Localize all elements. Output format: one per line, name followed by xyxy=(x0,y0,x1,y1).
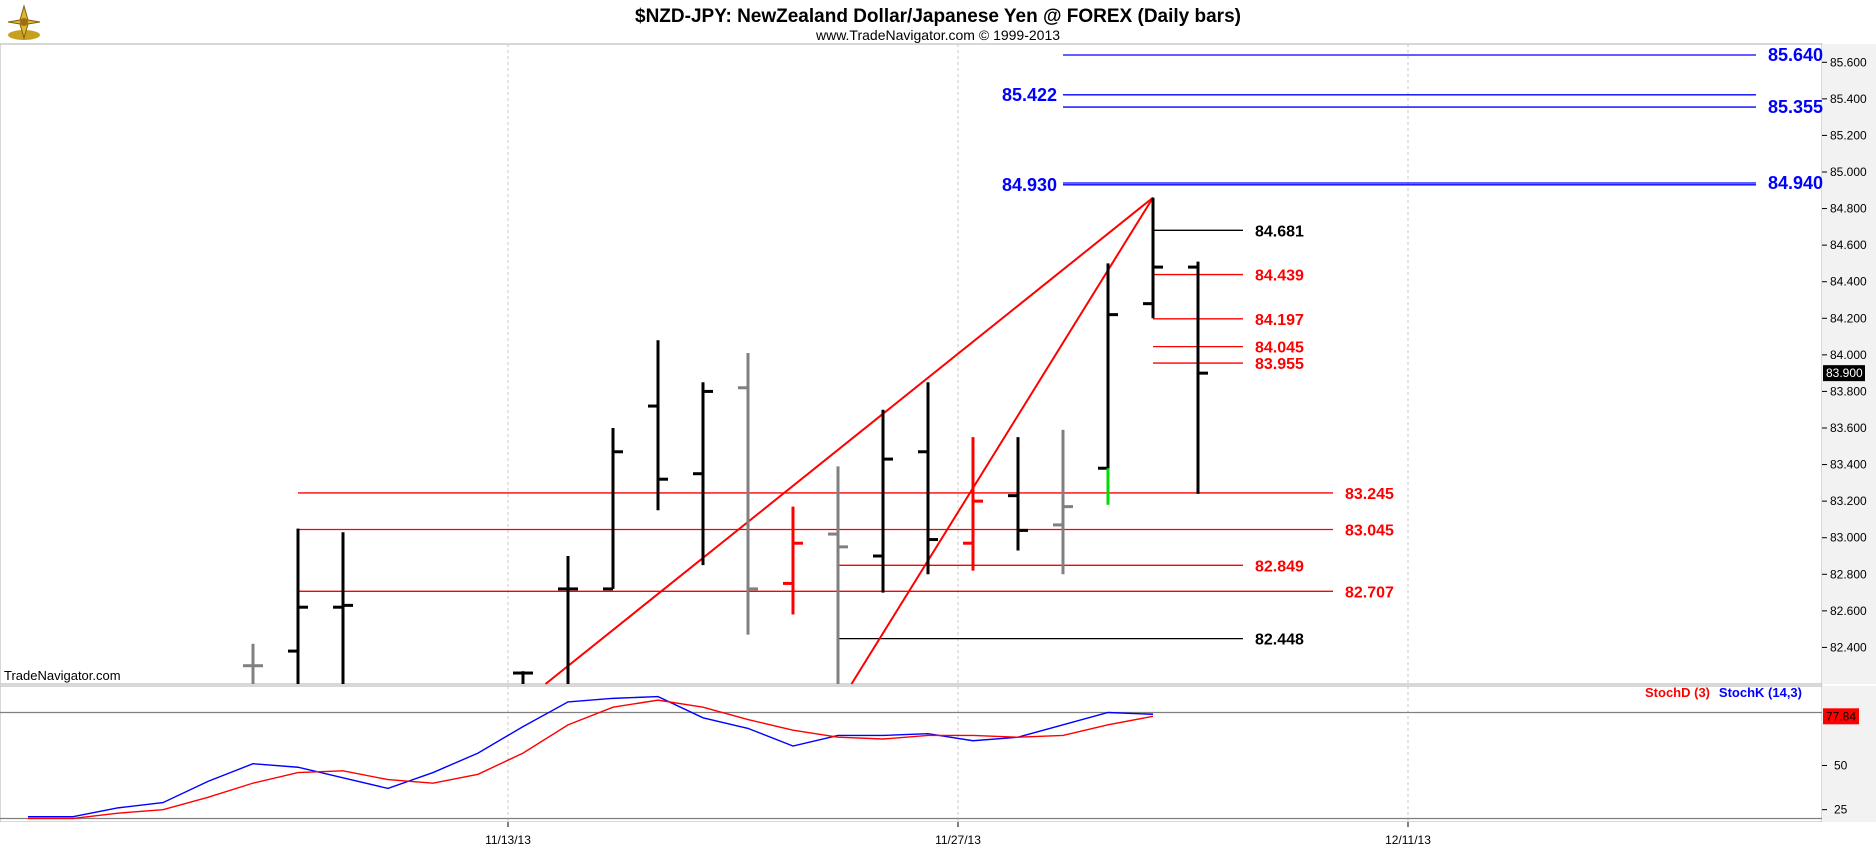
price-tick-label: 84.000 xyxy=(1830,348,1867,362)
price-tick-label: 85.600 xyxy=(1830,55,1867,69)
stoch-series-line xyxy=(28,695,1154,818)
price-tick-label: 82.400 xyxy=(1830,640,1867,654)
price-bar xyxy=(558,556,578,684)
trade-navigator-logo-icon xyxy=(7,4,41,40)
level-label: 84.940 xyxy=(1768,173,1823,193)
price-tick-label: 84.200 xyxy=(1830,311,1867,325)
level-label: 84.197 xyxy=(1255,312,1304,329)
price-tick-label: 84.800 xyxy=(1830,202,1867,216)
price-bar xyxy=(783,506,803,615)
price-tick-label: 83.000 xyxy=(1830,531,1867,545)
price-bar xyxy=(1008,437,1028,551)
date-tick-label: 11/13/13 xyxy=(485,833,531,847)
price-tick-label: 83.800 xyxy=(1830,384,1867,398)
watermark: TradeNavigator.com xyxy=(4,668,121,683)
price-tick-label: 82.600 xyxy=(1830,604,1867,618)
price-tick-label: 83.600 xyxy=(1830,421,1867,435)
price-tick-label: 83.400 xyxy=(1830,458,1867,472)
level-label: 84.439 xyxy=(1255,268,1304,285)
price-tick-label: 85.400 xyxy=(1830,92,1867,106)
date-axis-area xyxy=(0,822,1876,854)
price-bar xyxy=(828,466,848,684)
trendline xyxy=(850,197,1154,685)
date-tick-label: 12/11/13 xyxy=(1385,833,1431,847)
price-tick-label: 84.600 xyxy=(1830,238,1867,252)
price-bar xyxy=(1143,197,1163,319)
chart-subtitle: www.TradeNavigator.com © 1999-2013 xyxy=(815,27,1060,43)
level-label: 84.930 xyxy=(1002,175,1057,195)
price-axis-area xyxy=(1822,44,1876,684)
price-bar xyxy=(1098,263,1118,502)
price-bar xyxy=(1053,429,1073,575)
level-label: 85.422 xyxy=(1002,85,1057,105)
price-bar xyxy=(873,409,893,593)
stoch-value-badge xyxy=(1823,708,1859,725)
trendline xyxy=(544,196,1154,685)
legend-stoch-k: StochK (14,3) xyxy=(1719,685,1802,700)
price-bar xyxy=(693,382,713,566)
price-tick-label: 84.400 xyxy=(1830,275,1867,289)
stoch-pane xyxy=(0,685,1823,823)
level-label: 82.707 xyxy=(1345,584,1394,601)
level-label: 83.045 xyxy=(1345,522,1394,539)
price-tick-label: 83.200 xyxy=(1830,494,1867,508)
price-pane xyxy=(0,43,1823,685)
price-bar xyxy=(1188,261,1208,494)
price-bar xyxy=(963,437,983,571)
price-bar xyxy=(603,428,623,591)
level-label: 82.448 xyxy=(1255,632,1304,649)
last-price-badge xyxy=(1823,365,1865,382)
stoch-value-label: 77.84 xyxy=(1826,709,1856,723)
price-tick-label: 85.000 xyxy=(1830,165,1867,179)
stoch-axis-area xyxy=(1822,686,1876,822)
level-label: 83.955 xyxy=(1255,356,1304,373)
price-bar xyxy=(918,382,938,575)
level-label: 83.245 xyxy=(1345,486,1394,503)
level-label: 84.045 xyxy=(1255,340,1304,357)
price-bar xyxy=(288,528,308,684)
price-bar xyxy=(738,353,758,635)
price-bar xyxy=(513,671,533,684)
level-label: 85.355 xyxy=(1768,97,1823,117)
level-label: 84.681 xyxy=(1255,223,1304,240)
stoch-tick-label: 50 xyxy=(1834,758,1848,772)
legend-stoch-d: StochD (3) xyxy=(1645,685,1710,700)
price-tick-label: 82.800 xyxy=(1830,567,1867,581)
price-bar xyxy=(243,643,263,684)
level-label: 85.640 xyxy=(1768,45,1823,65)
level-label: 82.849 xyxy=(1255,558,1304,575)
price-bar xyxy=(648,340,668,511)
price-bar xyxy=(333,532,353,684)
chart-title: $NZD-JPY: NewZealand Dollar/Japanese Yen… xyxy=(635,6,1241,27)
last-price-label: 83.900 xyxy=(1826,366,1863,380)
date-tick-label: 11/27/13 xyxy=(935,833,981,847)
stoch-tick-label: 25 xyxy=(1834,803,1848,817)
stoch-series-line xyxy=(28,699,1154,820)
price-tick-label: 85.200 xyxy=(1830,128,1867,142)
